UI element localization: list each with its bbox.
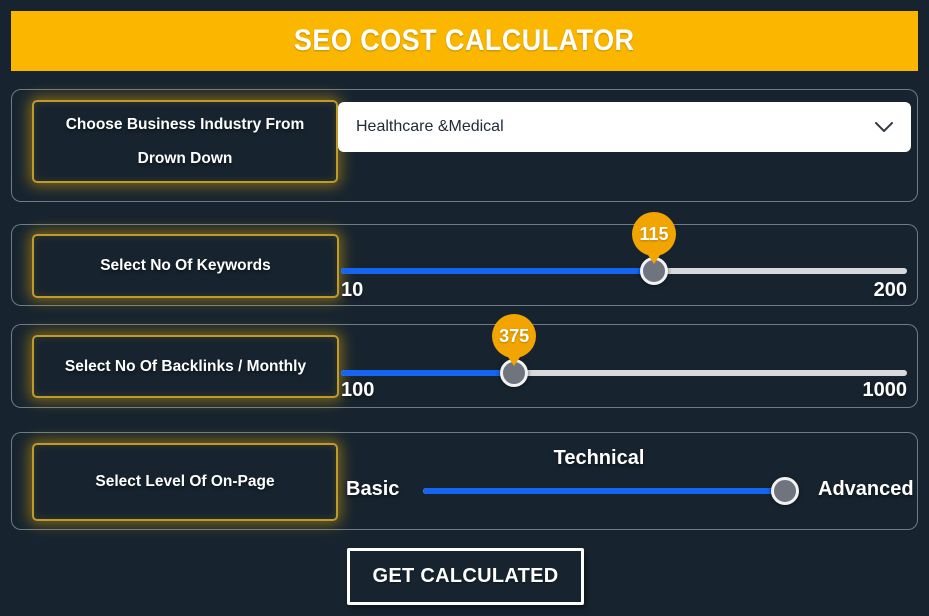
backlinks-value: 375 — [499, 325, 530, 346]
backlinks-max-label: 1000 — [862, 379, 908, 401]
keywords-slider-track — [341, 268, 907, 274]
industry-section: Choose Business Industry From Drown Down… — [11, 89, 918, 202]
onpage-left-label: Basic — [346, 478, 400, 500]
keywords-range-labels: 10 200 — [341, 279, 907, 302]
industry-select[interactable]: Healthcare &Medical — [338, 102, 911, 152]
backlinks-range-labels: 100 1000 — [341, 379, 907, 402]
keywords-slider[interactable]: 115 — [341, 212, 907, 285]
keywords-label-box: Select No Of Keywords — [32, 234, 339, 298]
onpage-label: Select Level Of On-Page — [95, 473, 275, 490]
keywords-slider-fill — [341, 268, 654, 274]
backlinks-slider-fill — [341, 370, 515, 376]
onpage-right-label: Advanced — [818, 478, 914, 500]
onpage-label-box: Select Level Of On-Page — [32, 443, 338, 521]
keywords-min-label: 10 — [341, 279, 364, 301]
industry-selected-value: Healthcare &Medical — [356, 118, 504, 135]
backlinks-slider-track — [341, 370, 907, 376]
keywords-max-label: 200 — [873, 279, 907, 301]
onpage-slider-fill — [423, 488, 796, 494]
backlinks-label-box: Select No Of Backlinks / Monthly — [32, 335, 339, 398]
keywords-value: 115 — [639, 223, 669, 244]
keywords-value-balloon: 115 — [631, 212, 676, 256]
backlinks-slider[interactable]: 375 — [341, 314, 907, 387]
onpage-slider-handle[interactable] — [770, 477, 799, 505]
industry-label-box: Choose Business Industry From Drown Down — [32, 100, 338, 183]
title-banner: SEO COST CALCULATOR — [11, 11, 918, 71]
keywords-section: Select No Of Keywords 115 10 200 — [11, 212, 918, 306]
onpage-slider-track — [423, 488, 796, 494]
industry-label: Choose Business Industry From Drown Down — [65, 116, 305, 167]
chevron-down-icon — [875, 121, 893, 132]
onpage-middle-label: Technical — [553, 447, 645, 469]
keywords-label: Select No Of Keywords — [100, 257, 271, 274]
page-title: SEO COST CALCULATOR — [294, 24, 635, 57]
get-calculated-button[interactable]: GET CALCULATED — [347, 548, 584, 605]
backlinks-value-balloon: 375 — [492, 314, 537, 358]
backlinks-label: Select No Of Backlinks / Monthly — [64, 357, 307, 375]
backlinks-min-label: 100 — [341, 379, 375, 401]
backlinks-section: Select No Of Backlinks / Monthly 375 100… — [11, 314, 918, 408]
onpage-slider[interactable] — [423, 477, 799, 505]
onpage-section: Select Level Of On-Page Technical Basic … — [11, 432, 918, 530]
